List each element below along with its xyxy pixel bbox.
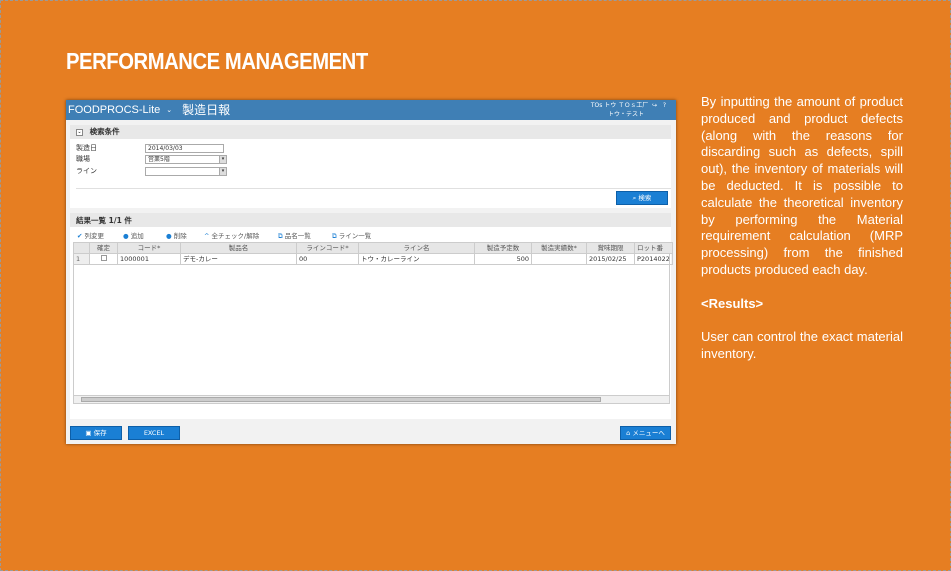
line-select[interactable]: ▾: [145, 167, 227, 176]
scrollbar-thumb[interactable]: [81, 397, 601, 402]
dropdown-icon[interactable]: ▾: [219, 168, 226, 175]
menu-label: メニューへ: [632, 429, 665, 437]
screen-title: 製造日報: [182, 103, 231, 117]
column-header[interactable]: 製造予定数: [474, 242, 532, 254]
cell-line-code[interactable]: 00: [296, 253, 359, 265]
save-label: 保存: [93, 429, 107, 437]
results-text: User can control the exact material inve…: [701, 329, 903, 361]
app-screenshot: FOODPROCS-Lite ⌄ 製造日報 TOs トウ ＴＯｓ工厂 ↪ ? ト…: [66, 100, 676, 444]
results-label: <Results>: [701, 295, 764, 311]
toolbar-line-list[interactable]: ⧉ ライン一覧: [332, 232, 372, 240]
app-logo: FOODPROCS-Lite: [68, 103, 161, 116]
app-header-left: FOODPROCS-Lite ⌄ 製造日報: [68, 100, 230, 120]
toolbar-add[interactable]: ● 追加: [123, 232, 144, 240]
menu-button[interactable]: ⌂ メニューへ: [620, 426, 671, 440]
search-button[interactable]: ⌕ 検索: [616, 191, 668, 205]
toolbar-label: 列変更: [84, 232, 105, 240]
logout-icon[interactable]: ↪: [652, 102, 658, 109]
column-header[interactable]: ロット番: [634, 242, 673, 254]
row-number: 1: [73, 253, 90, 265]
toolbar-column-change[interactable]: ✔ 列変更: [77, 232, 105, 240]
search-icon: ⌕: [632, 194, 637, 202]
description-text: By inputting the amount of product produ…: [701, 94, 903, 277]
toolbar-label: ライン一覧: [338, 232, 372, 240]
column-header: [73, 242, 90, 254]
table-header: 確定 コード* 製品名 ラインコード* ライン名 製造予定数 製造実績数* 賞味…: [73, 242, 673, 254]
dropdown-icon[interactable]: ▾: [219, 156, 226, 163]
column-header[interactable]: 製造実績数*: [531, 242, 587, 254]
toolbar-label: 全チェック/解除: [211, 232, 260, 240]
divider: [76, 188, 671, 189]
collapse-icon[interactable]: ⌄: [76, 128, 83, 136]
cell-lot[interactable]: P2014022: [634, 253, 673, 265]
horizontal-scrollbar[interactable]: [74, 395, 669, 403]
home-icon: ⌂: [626, 429, 631, 437]
help-icon[interactable]: ?: [662, 102, 666, 109]
save-button[interactable]: ▣ 保存: [70, 426, 122, 440]
search-section-header[interactable]: ⌄ 検索条件: [70, 125, 671, 139]
date-input[interactable]: 2014/03/03: [145, 144, 224, 153]
save-icon: ▣: [85, 429, 92, 437]
toolbar-label: 追加: [130, 232, 144, 240]
cell-planned-qty[interactable]: 500: [474, 253, 532, 265]
column-header[interactable]: コード*: [117, 242, 181, 254]
toolbar-product-list[interactable]: ⧉ 品名一覧: [278, 232, 311, 240]
workplace-select[interactable]: 営業5階 ▾: [145, 155, 227, 164]
date-label: 製造日: [76, 144, 97, 152]
toolbar-label: 品名一覧: [284, 232, 311, 240]
toolbar-label: 削除: [173, 232, 187, 240]
search-button-label: 検索: [638, 194, 652, 202]
description: By inputting the amount of product produ…: [701, 94, 903, 380]
column-header[interactable]: ラインコード*: [296, 242, 359, 254]
user-name: トウ・テスト: [607, 111, 644, 118]
line-label: ライン: [76, 167, 97, 175]
confirm-checkbox[interactable]: [100, 254, 107, 261]
user-info: TOs トウ ＴＯｓ工厂 ↪ ? トウ・テスト: [591, 101, 666, 119]
cell-line-name[interactable]: トウ・カレーライン: [358, 253, 475, 265]
toolbar-delete[interactable]: ● 削除: [166, 232, 187, 240]
table-row[interactable]: 1 1000001 デモ-カレー 00 トウ・カレーライン 500 2015/0…: [73, 253, 673, 265]
excel-button[interactable]: EXCEL: [128, 426, 180, 440]
app-header: FOODPROCS-Lite ⌄ 製造日報 TOs トウ ＴＯｓ工厂 ↪ ? ト…: [66, 100, 676, 120]
user-company: TOs トウ ＴＯｓ工厂: [590, 102, 649, 109]
results-title: 結果一覧 1/1 件: [70, 213, 671, 227]
column-header[interactable]: 賞味期限: [586, 242, 635, 254]
column-header[interactable]: 確定: [89, 242, 118, 254]
column-header[interactable]: ライン名: [358, 242, 475, 254]
page-title: PERFORMANCE MANAGEMENT: [66, 48, 368, 74]
workplace-value: 営業5階: [148, 156, 170, 163]
workplace-label: 職場: [76, 155, 90, 163]
column-header[interactable]: 製品名: [180, 242, 297, 254]
toolbar-check-all[interactable]: ^ 全チェック/解除: [204, 232, 260, 240]
results-table: 確定 コード* 製品名 ラインコード* ライン名 製造予定数 製造実績数* 賞味…: [73, 242, 673, 265]
chevron-down-icon[interactable]: ⌄: [166, 105, 173, 114]
search-section-title: 検索条件: [89, 127, 120, 136]
grid-body: [73, 253, 670, 404]
cell-expiry[interactable]: 2015/02/25: [586, 253, 635, 265]
search-panel: 製造日 2014/03/03 職場 営業5階 ▾ ライン ▾ ⌕ 検索: [70, 139, 671, 208]
